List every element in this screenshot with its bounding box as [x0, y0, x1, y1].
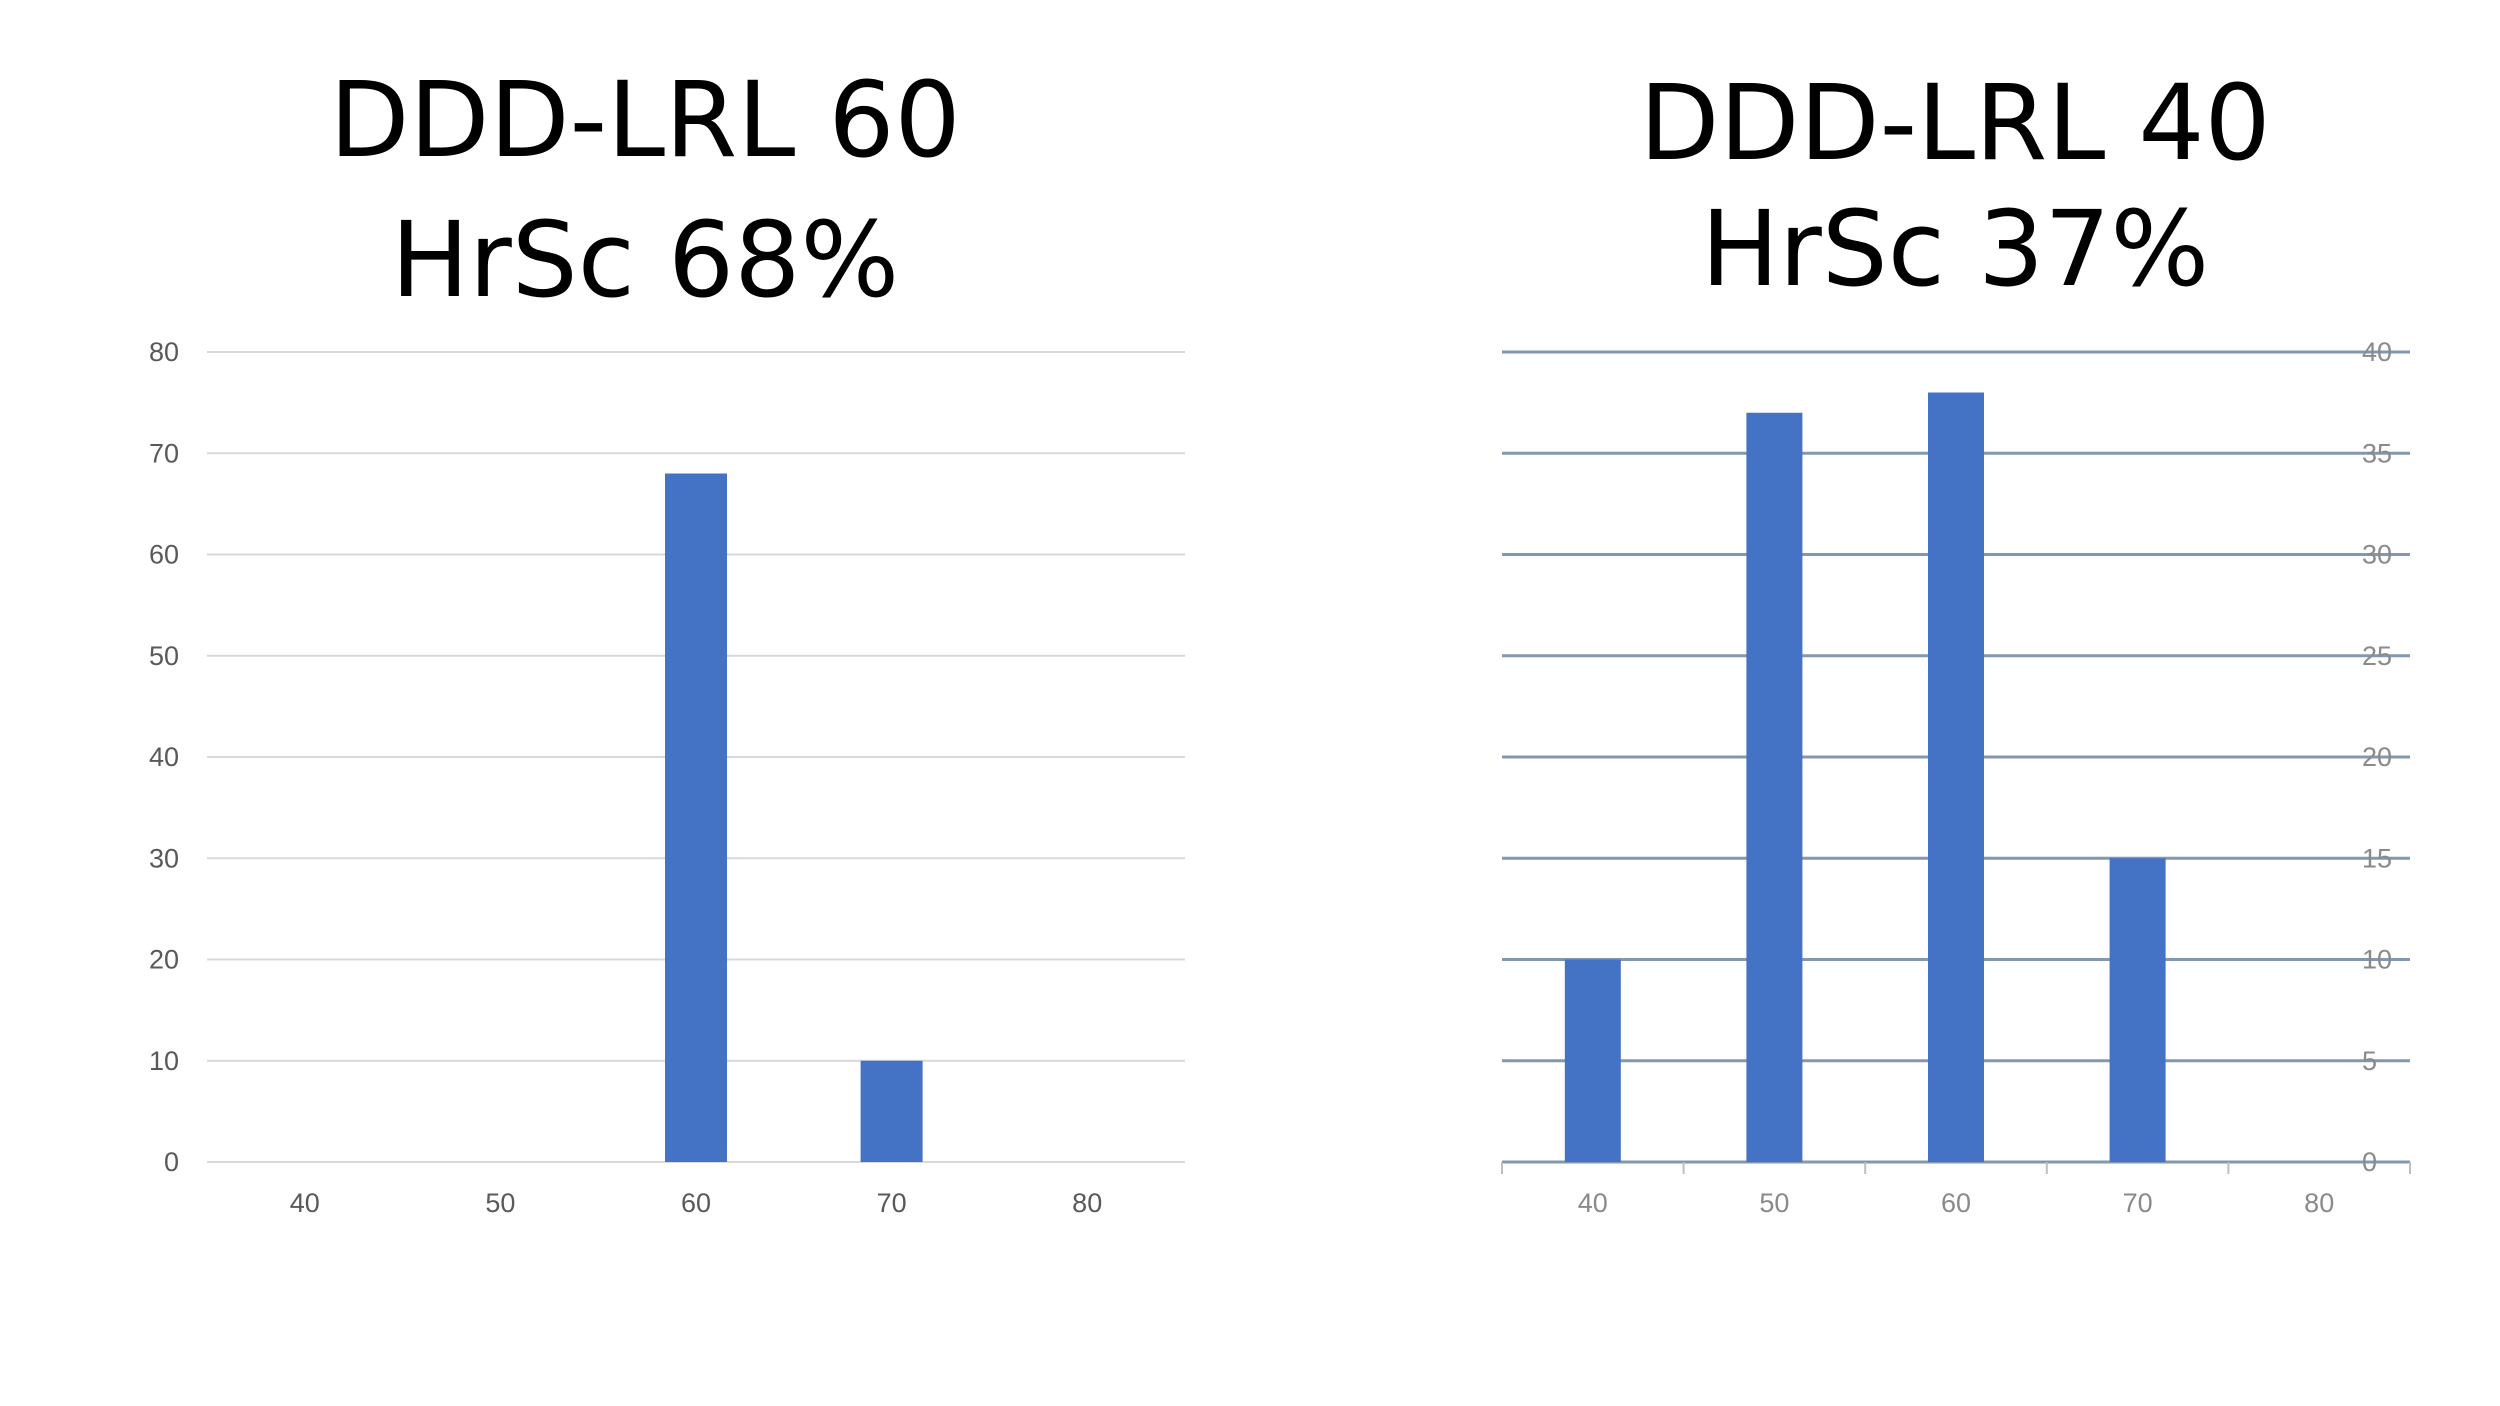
- bar: [1928, 392, 1984, 1162]
- x-tick-label: 60: [681, 1188, 711, 1218]
- y-tick-label: 40: [149, 742, 179, 772]
- x-tick-label: 60: [1941, 1188, 1971, 1218]
- y-tick-label: 5: [2362, 1046, 2377, 1076]
- x-tick-label: 70: [2123, 1188, 2153, 1218]
- y-tick-label: 15: [2362, 843, 2392, 873]
- bar: [1746, 412, 1803, 1162]
- chart-title-right: DDD-LRL 40 HrSc 37%: [1580, 60, 2330, 312]
- chart-title-line: DDD-LRL 60: [329, 59, 961, 181]
- y-tick-label: 50: [149, 641, 179, 671]
- x-tick-label: 70: [877, 1188, 907, 1218]
- x-tick-label: 50: [485, 1188, 515, 1218]
- y-tick-label: 60: [149, 540, 179, 570]
- y-tick-label: 30: [149, 843, 179, 873]
- x-tick-label: 80: [2304, 1188, 2334, 1218]
- y-tick-label: 80: [149, 337, 179, 367]
- chart-title-left: DDD-LRL 60 HrSc 68%: [270, 50, 1020, 330]
- chart-title-line: DDD-LRL 40: [1639, 62, 2271, 184]
- bar: [1564, 959, 1621, 1162]
- y-tick-label: 10: [149, 1046, 179, 1076]
- x-tick-label: 40: [290, 1188, 320, 1218]
- y-tick-label: 25: [2362, 641, 2392, 671]
- y-tick-label: 20: [149, 945, 179, 975]
- x-tick-label: 50: [1759, 1188, 1789, 1218]
- y-tick-label: 35: [2362, 438, 2392, 468]
- bar: [665, 473, 727, 1162]
- bar: [860, 1060, 923, 1162]
- chart-subtitle-line: HrSc 37%: [1700, 188, 2210, 310]
- y-tick-label: 20: [2362, 742, 2392, 772]
- y-tick-label: 40: [2362, 337, 2392, 367]
- x-tick-label: 80: [1072, 1188, 1102, 1218]
- x-tick-label: 40: [1578, 1188, 1608, 1218]
- y-tick-label: 70: [149, 438, 179, 468]
- bar: [2109, 858, 2166, 1162]
- chart-subtitle-line: HrSc 68%: [390, 199, 900, 321]
- y-tick-label: 10: [2362, 945, 2392, 975]
- y-tick-label: 0: [164, 1147, 179, 1177]
- y-tick-label: 30: [2362, 540, 2392, 570]
- y-tick-label: 0: [2362, 1147, 2377, 1177]
